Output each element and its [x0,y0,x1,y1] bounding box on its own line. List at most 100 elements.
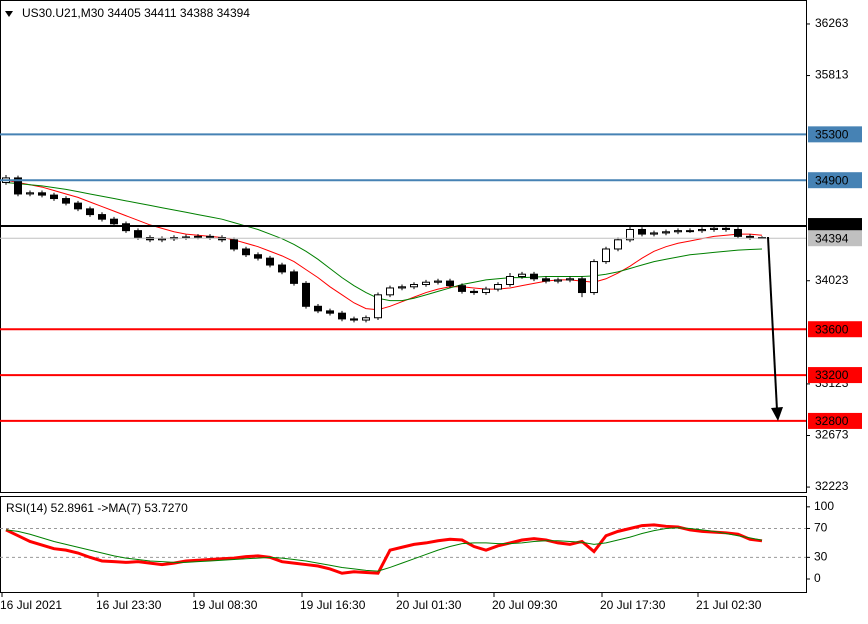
candle-body [482,288,490,294]
candle-body [290,271,298,284]
rsi-frame [0,496,807,593]
x-tick-label: 20 Jul 09:30 [492,598,558,612]
price-label: 32800 [815,414,849,428]
candle-body [386,287,394,296]
candle-body [254,254,262,259]
candle-body [686,230,694,233]
main-frame [0,0,807,493]
candle-body [110,218,118,225]
candle-body [470,290,478,294]
candle-body [206,235,214,239]
candle-body [650,232,658,235]
y-tick-label: 34023 [815,273,849,287]
chart-title: US30.U21,M30 34405 34411 34388 34394 [22,6,250,20]
y-tick-label: 70 [814,521,828,535]
candle-body [506,275,514,286]
candle-body [134,230,142,239]
candle-body [350,318,358,321]
candle-body [74,202,82,210]
price-label: 33200 [815,368,849,382]
price-label-box [808,126,862,143]
arrow-head [771,407,783,421]
x-tick-label: 19 Jul 08:30 [192,598,258,612]
candle-body [566,278,574,281]
candle-body [86,208,94,216]
candle-body [50,194,58,200]
candle-body [530,273,538,280]
candle-body [158,238,166,241]
candle-body [554,279,562,282]
price-label-box [808,230,862,247]
candle-body [242,248,250,256]
moving-average [5,181,763,302]
x-tick-label: 20 Jul 01:30 [396,598,462,612]
price-label-box [808,321,862,338]
candle-body [302,282,310,307]
candle-body [578,278,586,294]
candle-body [62,198,70,204]
forecast-arrow [767,236,778,411]
candle-body [590,261,598,294]
x-tick-label: 16 Jul 23:30 [96,598,162,612]
price-label-box [808,172,862,189]
candle-body [434,280,442,283]
candle-body [98,214,106,220]
rsi-line [5,523,763,575]
candle-body [662,231,670,234]
y-tick-label: 36263 [815,16,849,30]
candle-body [314,305,322,312]
candle-body [494,284,502,290]
price-label-box [808,367,862,384]
candle-body [542,278,550,282]
moving-average [5,179,763,311]
candle-body [14,177,22,195]
candle-body [674,230,682,233]
price-label-box [808,218,862,235]
candle-body [458,285,466,292]
candle-body [230,239,238,250]
candle-body [422,281,430,286]
candle-body [338,312,346,320]
rsi-line [5,527,763,572]
candle-body [326,310,334,314]
candle-body [362,317,370,321]
candle-body [626,228,634,241]
candle-body [698,228,706,232]
price-label-box [808,412,862,429]
x-tick-label: 20 Jul 17:30 [600,598,666,612]
y-tick-label: 100 [814,499,834,513]
candle-body [734,228,742,237]
candle-body [278,264,286,273]
candle-body [614,239,622,250]
candle-body [398,286,406,289]
candle-body [602,248,610,263]
y-tick-label: 32673 [815,428,849,442]
candle-body [710,227,718,230]
candle-body [638,228,646,235]
candle-body [26,192,34,195]
candle-body [374,294,382,319]
y-tick-label: 0 [814,571,821,585]
collapse-icon [5,11,13,17]
candle-body [38,192,46,196]
candle-body [518,273,526,277]
y-tick-label: 32223 [815,479,849,493]
y-tick-label: 30 [814,550,828,564]
y-tick-label: 35813 [815,68,849,82]
candle-body [446,280,454,287]
price-label: 34500 [815,219,849,233]
candle-body [722,227,730,230]
plot-layer: 3626335813340233312332673322233530034900… [0,16,862,612]
candle-body [746,235,754,239]
candle-body [410,284,418,288]
rsi-title: RSI(14) 52.8961 ->MA(7) 53.7270 [6,501,188,515]
candle-body [122,223,130,232]
price-label: 34900 [815,173,849,187]
price-label: 35300 [815,128,849,142]
x-tick-label: 16 Jul 2021 [0,598,62,612]
price-label: 33600 [815,322,849,336]
price-label: 34394 [815,231,849,245]
